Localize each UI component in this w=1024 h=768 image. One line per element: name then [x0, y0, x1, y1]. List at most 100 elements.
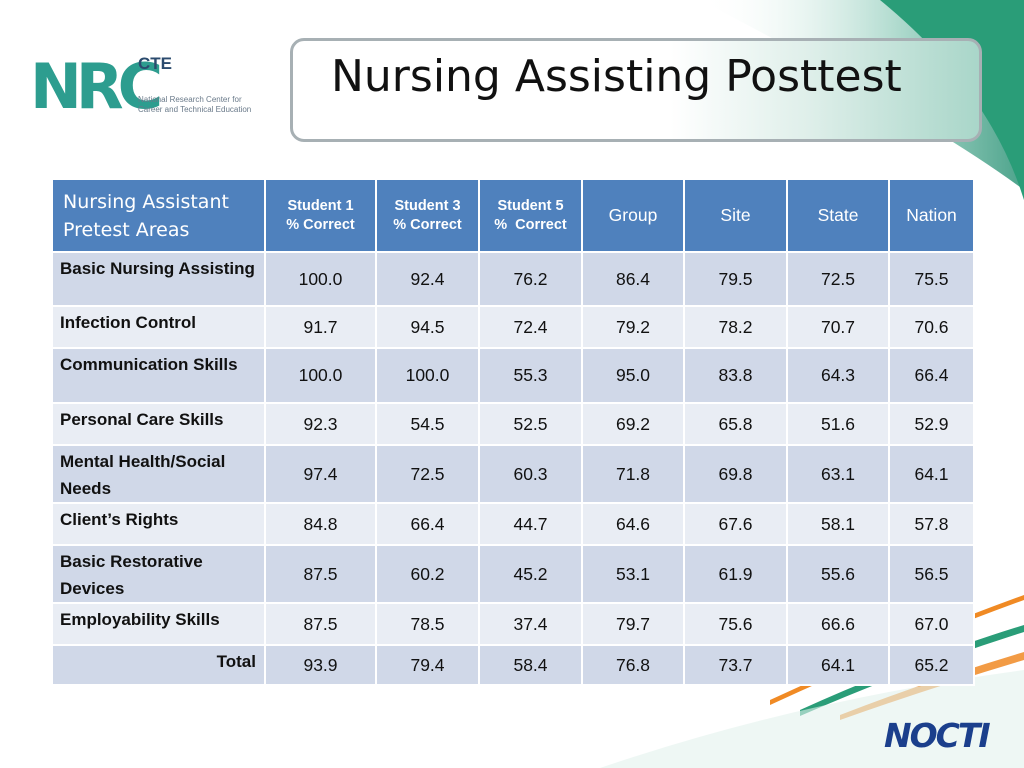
cell-state: 70.7: [786, 305, 890, 349]
cell-group: 79.7: [581, 602, 685, 646]
table-row: Client’s Rights 84.8 66.4 44.7 64.6 67.6…: [51, 502, 975, 546]
cell-state: 64.1: [786, 644, 890, 686]
cell-group: 71.8: [581, 444, 685, 504]
cell-student-5: 55.3: [478, 347, 583, 404]
cell-student-1: 100.0: [264, 251, 377, 307]
cell-nation: 56.5: [888, 544, 975, 604]
table-row: Basic Restorative Devices 87.5 60.2 45.2…: [51, 544, 975, 604]
header-student-3-line2: % Correct: [393, 216, 462, 233]
results-table: Nursing Assistant Pretest Areas Student …: [51, 178, 975, 686]
cell-site: 79.5: [683, 251, 788, 307]
header-student-5-line2: % Correct: [494, 216, 567, 233]
cell-site: 83.8: [683, 347, 788, 404]
table-header-row: Nursing Assistant Pretest Areas Student …: [51, 178, 975, 253]
cell-student-3: 100.0: [375, 347, 480, 404]
cell-student-1: 84.8: [264, 502, 377, 546]
header-student-5-line1: Student 5: [497, 197, 564, 214]
cell-student-1: 97.4: [264, 444, 377, 504]
cell-state: 58.1: [786, 502, 890, 546]
cell-state: 51.6: [786, 402, 890, 446]
table-row: Employability Skills 87.5 78.5 37.4 79.7…: [51, 602, 975, 646]
row-area-label: Basic Restorative Devices: [51, 544, 266, 604]
cell-site: 67.6: [683, 502, 788, 546]
cell-nation: 64.1: [888, 444, 975, 504]
row-area-label: Client’s Rights: [51, 502, 266, 546]
cell-nation: 65.2: [888, 644, 975, 686]
cell-student-1: 92.3: [264, 402, 377, 446]
nrc-subtitle-line2: Career and Technical Education: [138, 105, 252, 114]
nrc-cte-logo: NRC CTE National Research Center for Car…: [30, 50, 270, 130]
table-row: Mental Health/Social Needs 97.4 72.5 60.…: [51, 444, 975, 504]
nocti-logo: NOCTI: [884, 716, 991, 755]
header-state: State: [786, 178, 890, 253]
cell-student-3: 79.4: [375, 644, 480, 686]
header-nation: Nation: [888, 178, 975, 253]
row-area-label: Personal Care Skills: [51, 402, 266, 446]
slide-title: Nursing Assisting Posttest: [331, 51, 902, 102]
row-area-label: Infection Control: [51, 305, 266, 349]
header-student-5: Student 5 % Correct: [478, 178, 583, 253]
cell-state: 55.6: [786, 544, 890, 604]
cell-group: 86.4: [581, 251, 685, 307]
cell-group: 64.6: [581, 502, 685, 546]
cell-student-3: 78.5: [375, 602, 480, 646]
cell-student-3: 66.4: [375, 502, 480, 546]
cell-site: 69.8: [683, 444, 788, 504]
cell-nation: 66.4: [888, 347, 975, 404]
cell-student-3: 92.4: [375, 251, 480, 307]
header-student-3-line1: Student 3: [394, 197, 461, 214]
cell-state: 72.5: [786, 251, 890, 307]
cell-group: 79.2: [581, 305, 685, 349]
cell-nation: 70.6: [888, 305, 975, 349]
cell-student-5: 72.4: [478, 305, 583, 349]
cell-state: 64.3: [786, 347, 890, 404]
header-student-1-line1: Student 1: [287, 197, 354, 214]
cte-logo-text: CTE: [138, 54, 172, 73]
row-total-label: Total: [51, 644, 266, 686]
cell-student-5: 45.2: [478, 544, 583, 604]
header-student-3: Student 3 % Correct: [375, 178, 480, 253]
row-area-label: Employability Skills: [51, 602, 266, 646]
cell-site: 78.2: [683, 305, 788, 349]
cell-student-3: 60.2: [375, 544, 480, 604]
cell-student-5: 52.5: [478, 402, 583, 446]
cell-site: 65.8: [683, 402, 788, 446]
header-areas: Nursing Assistant Pretest Areas: [51, 178, 266, 253]
table-row: Basic Nursing Assisting 100.0 92.4 76.2 …: [51, 251, 975, 307]
header-student-1: Student 1 % Correct: [264, 178, 377, 253]
cell-student-1: 93.9: [264, 644, 377, 686]
table-row-total: Total 93.9 79.4 58.4 76.8 73.7 64.1 65.2: [51, 644, 975, 686]
table-row: Personal Care Skills 92.3 54.5 52.5 69.2…: [51, 402, 975, 446]
cell-student-1: 87.5: [264, 602, 377, 646]
cell-group: 53.1: [581, 544, 685, 604]
cell-student-3: 72.5: [375, 444, 480, 504]
cell-group: 95.0: [581, 347, 685, 404]
title-box: Nursing Assisting Posttest: [290, 38, 982, 142]
cell-nation: 57.8: [888, 502, 975, 546]
cell-student-5: 37.4: [478, 602, 583, 646]
cell-student-5: 44.7: [478, 502, 583, 546]
cell-student-5: 76.2: [478, 251, 583, 307]
header-areas-line2: Pretest Areas: [63, 218, 190, 241]
cell-nation: 52.9: [888, 402, 975, 446]
cell-student-1: 87.5: [264, 544, 377, 604]
cell-student-1: 100.0: [264, 347, 377, 404]
row-area-label: Communication Skills: [51, 347, 266, 404]
cell-student-5: 58.4: [478, 644, 583, 686]
cell-site: 61.9: [683, 544, 788, 604]
header-site: Site: [683, 178, 788, 253]
cell-state: 63.1: [786, 444, 890, 504]
nrc-logo-subtitle: National Research Center for Career and …: [138, 95, 278, 115]
table-row: Communication Skills 100.0 100.0 55.3 95…: [51, 347, 975, 404]
cell-site: 73.7: [683, 644, 788, 686]
cell-state: 66.6: [786, 602, 890, 646]
cell-nation: 67.0: [888, 602, 975, 646]
header-student-1-line2: % Correct: [286, 216, 355, 233]
cell-group: 69.2: [581, 402, 685, 446]
cell-student-5: 60.3: [478, 444, 583, 504]
cell-student-1: 91.7: [264, 305, 377, 349]
cell-student-3: 94.5: [375, 305, 480, 349]
row-area-label: Basic Nursing Assisting: [51, 251, 266, 307]
cell-nation: 75.5: [888, 251, 975, 307]
header-group: Group: [581, 178, 685, 253]
